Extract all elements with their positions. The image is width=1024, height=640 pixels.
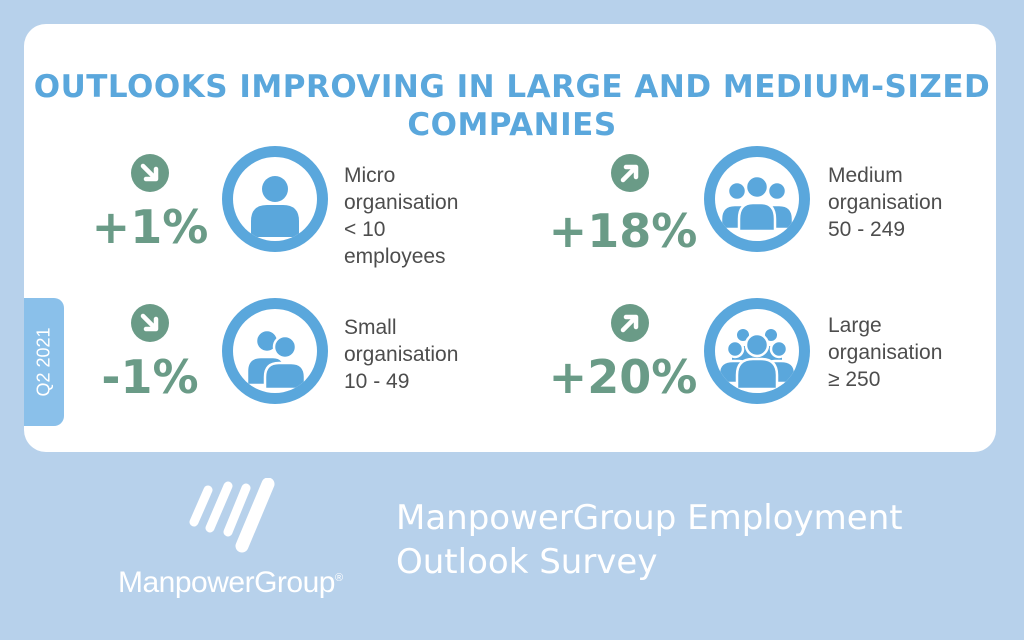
description-line-2: organisation — [344, 343, 459, 366]
metric-value: +20% — [548, 350, 698, 404]
arrow-up-right-icon — [611, 304, 649, 342]
infographic-card — [24, 24, 996, 452]
description-line-1: Large — [828, 314, 882, 337]
metric-value: +18% — [548, 204, 698, 258]
brand-name: ManpowerGroup® — [118, 566, 343, 600]
description-line-3: 50 - 249 — [828, 218, 906, 241]
quarter-tag-label: Q2 2021 — [33, 327, 54, 397]
description-line-3: < 10 employees — [344, 218, 446, 268]
manpowergroup-logo-icon — [189, 478, 275, 553]
metric-description: Small organisation 10 - 49 — [344, 314, 458, 395]
survey-title: ManpowerGroup Employment Outlook Survey — [396, 496, 903, 584]
description-line-1: Micro — [344, 164, 396, 187]
description-line-3: 10 - 49 — [344, 370, 410, 393]
metric-value: +1% — [91, 200, 209, 254]
page-title: OUTLOOKS IMPROVING IN LARGE AND MEDIUM-S… — [0, 68, 1024, 144]
metric-description: Micro organisation < 10 employees — [344, 162, 458, 270]
metric-description: Medium organisation 50 - 249 — [828, 162, 942, 243]
description-line-2: organisation — [828, 191, 943, 214]
large-group-icon — [704, 298, 810, 404]
quarter-tag: Q2 2021 — [24, 298, 64, 426]
single-person-icon — [222, 146, 328, 252]
arrow-down-right-icon — [131, 304, 169, 342]
survey-title-line-1: ManpowerGroup Employment — [396, 498, 903, 538]
arrow-up-right-icon — [611, 154, 649, 192]
metric-description: Large organisation ≥ 250 — [828, 312, 942, 393]
registered-mark: ® — [334, 572, 343, 584]
survey-title-line-2: Outlook Survey — [396, 542, 658, 582]
pair-of-people-icon — [222, 298, 328, 404]
metric-value: -1% — [101, 350, 199, 404]
group-of-three-icon — [704, 146, 810, 252]
title-line-1: OUTLOOKS IMPROVING IN LARGE AND MEDIUM-S… — [33, 69, 991, 105]
description-line-1: Small — [344, 316, 397, 339]
description-line-2: organisation — [344, 191, 459, 214]
description-line-1: Medium — [828, 164, 903, 187]
title-line-2: COMPANIES — [407, 107, 617, 143]
brand-name-text: ManpowerGroup — [118, 566, 335, 599]
description-line-2: organisation — [828, 341, 943, 364]
arrow-down-right-icon — [131, 154, 169, 192]
description-line-3: ≥ 250 — [828, 368, 881, 391]
